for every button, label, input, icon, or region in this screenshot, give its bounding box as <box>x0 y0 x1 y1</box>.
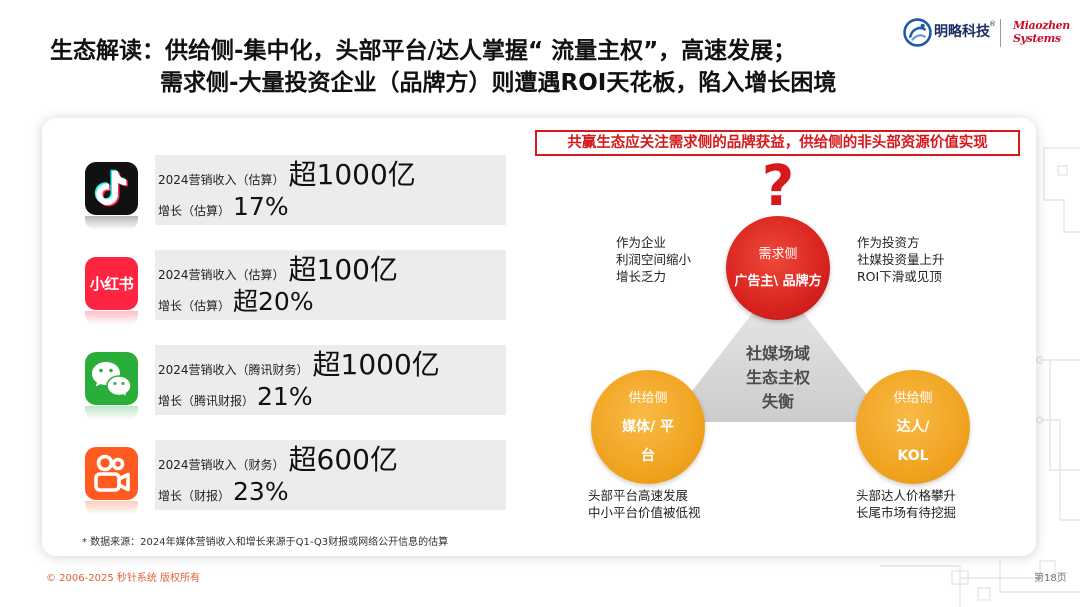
stats-bar: 2024营销收入（估算） 超100亿 增长（估算） 超20% <box>155 250 506 320</box>
stats-bar: 2024营销收入（估算） 超1000亿 增长（估算） 17% <box>155 155 506 225</box>
kuaishou-icon <box>85 447 138 500</box>
ecosystem-triangle <box>668 280 888 422</box>
stats-bar: 2024营销收入（财务） 超600亿 增长（财报） 23% <box>155 440 506 510</box>
growth-line: 增长（估算） 17% <box>158 191 289 223</box>
registered-mark: ® <box>989 20 996 28</box>
revenue-label: 2024营销收入（估算） <box>158 268 285 282</box>
note-line: 作为投资方 <box>857 235 920 250</box>
revenue-value: 超600亿 <box>288 443 398 476</box>
revenue-label: 2024营销收入（财务） <box>158 458 285 472</box>
minglue-logo-icon <box>903 18 932 47</box>
growth-line: 增长（腾讯财报） 21% <box>158 381 313 413</box>
platform-row: 2024营销收入（财务） 超600亿 增长（财报） 23% <box>85 440 506 515</box>
slide-title-line-2: 需求侧-大量投资企业（品牌方）则遭遇ROI天花板，陷入增长困境 <box>160 70 837 96</box>
growth-value: 23% <box>233 477 289 506</box>
partner-logo: Miaozhen Systems <box>1013 19 1070 45</box>
partner-logo-line-2: Systems <box>1013 32 1061 45</box>
logo-divider <box>1000 19 1001 47</box>
triangle-center-text: 社媒场域 生态主权 失衡 <box>718 342 838 414</box>
slide-title-line-1: 生态解读：供给侧-集中化，头部平台/达人掌握“ 流量主权”，高速发展； <box>50 38 797 64</box>
stats-bar: 2024营销收入（腾讯财务） 超1000亿 增长（腾讯财报） 21% <box>155 345 506 415</box>
growth-label: 增长（腾讯财报） <box>158 394 255 408</box>
icon-reflection <box>85 406 138 420</box>
demand-side-circle: 需求侧 广告主\ 品牌方 <box>726 216 830 320</box>
company-logo: 明略科技 ® Miaozhen Systems <box>903 17 1070 49</box>
note-line: 社媒投资量上升 <box>857 252 945 267</box>
growth-label: 增长（估算） <box>158 299 231 313</box>
note-line: 中小平台价值被低视 <box>588 505 701 520</box>
douyin-icon <box>85 162 138 215</box>
revenue-line: 2024营销收入（腾讯财务） 超1000亿 <box>158 347 440 383</box>
supply-media-label: 供给侧 <box>628 390 668 406</box>
note-line: ROI下滑或见顶 <box>857 269 942 284</box>
brand-name: 明略科技 <box>934 24 990 40</box>
ecosystem-banner: 共赢生态应关注需求侧的品牌获益，供给侧的非头部资源价值实现 <box>535 130 1020 156</box>
icon-reflection <box>85 501 138 515</box>
center-text-line-1: 社媒场域 <box>745 344 810 363</box>
wechat-icon <box>85 352 138 405</box>
demand-side-label: 需求侧 <box>758 247 798 262</box>
question-mark: ? <box>761 154 795 219</box>
revenue-value: 超1000亿 <box>288 158 416 191</box>
supply-side-media-circle: 供给侧 媒体/ 平 台 <box>591 370 705 484</box>
note-line: 增长乏力 <box>616 269 667 284</box>
revenue-line: 2024营销收入（估算） 超1000亿 <box>158 157 416 193</box>
note-line: 头部达人价格攀升 <box>856 488 957 503</box>
icon-reflection <box>85 216 138 230</box>
page-number: 第18页 <box>1034 573 1067 584</box>
revenue-line: 2024营销收入（估算） 超100亿 <box>158 252 398 288</box>
revenue-line: 2024营销收入（财务） 超600亿 <box>158 442 398 478</box>
growth-label: 增长（财报） <box>158 489 231 503</box>
platform-row: 2024营销收入（估算） 超1000亿 增长（估算） 17% <box>85 155 506 230</box>
note-line: 头部平台高速发展 <box>588 488 689 503</box>
data-source-footnote: * 数据来源：2024年媒体营销收入和增长来源于Q1-Q3财报或网络公开信息的估… <box>82 537 449 548</box>
supply-media-title-line-1: 媒体/ 平 <box>622 418 674 435</box>
revenue-label: 2024营销收入（估算） <box>158 173 285 187</box>
icon-reflection <box>85 311 138 325</box>
supply-media-title-line-2: 台 <box>641 447 655 464</box>
revenue-value: 超1000亿 <box>312 348 440 381</box>
triangle-diagram <box>668 280 888 422</box>
center-text-line-3: 失衡 <box>761 392 794 411</box>
platform-row: 小红书 2024营销收入（估算） 超100亿 增长（估算） 超20% <box>85 250 506 325</box>
note-bottom-right: 头部达人价格攀升 长尾市场有待挖掘 <box>856 487 956 521</box>
growth-value: 超20% <box>233 287 314 316</box>
demand-side-title: 广告主\ 品牌方 <box>734 274 822 289</box>
note-top-left: 作为企业 利润空间缩小 增长乏力 <box>616 234 691 285</box>
growth-line: 增长（估算） 超20% <box>158 286 314 318</box>
supply-kol-title-line-1: 达人/ <box>896 418 930 435</box>
revenue-label: 2024营销收入（腾讯财务） <box>158 363 309 377</box>
center-text-line-2: 生态主权 <box>745 368 810 387</box>
partner-logo-line-1: Miaozhen <box>1013 19 1070 32</box>
note-bottom-left: 头部平台高速发展 中小平台价值被低视 <box>588 487 701 521</box>
supply-kol-label: 供给侧 <box>893 390 933 406</box>
xiaohongshu-icon-text: 小红书 <box>89 274 134 293</box>
xiaohongshu-icon: 小红书 <box>85 257 138 310</box>
growth-line: 增长（财报） 23% <box>158 476 289 508</box>
revenue-value: 超100亿 <box>288 253 398 286</box>
platform-row: 2024营销收入（腾讯财务） 超1000亿 增长（腾讯财报） 21% <box>85 345 506 420</box>
note-line: 长尾市场有待挖掘 <box>856 505 957 520</box>
growth-value: 21% <box>257 382 313 411</box>
copyright-text: © 2006-2025 秒针系统 版权所有 <box>46 573 201 584</box>
growth-value: 17% <box>233 192 289 221</box>
note-top-right: 作为投资方 社媒投资量上升 ROI下滑或见顶 <box>857 234 945 285</box>
note-line: 作为企业 <box>616 235 667 250</box>
note-line: 利润空间缩小 <box>616 252 692 267</box>
supply-kol-title-line-2: KOL <box>897 447 929 464</box>
supply-side-kol-circle: 供给侧 达人/ KOL <box>856 370 970 484</box>
growth-label: 增长（估算） <box>158 204 231 218</box>
